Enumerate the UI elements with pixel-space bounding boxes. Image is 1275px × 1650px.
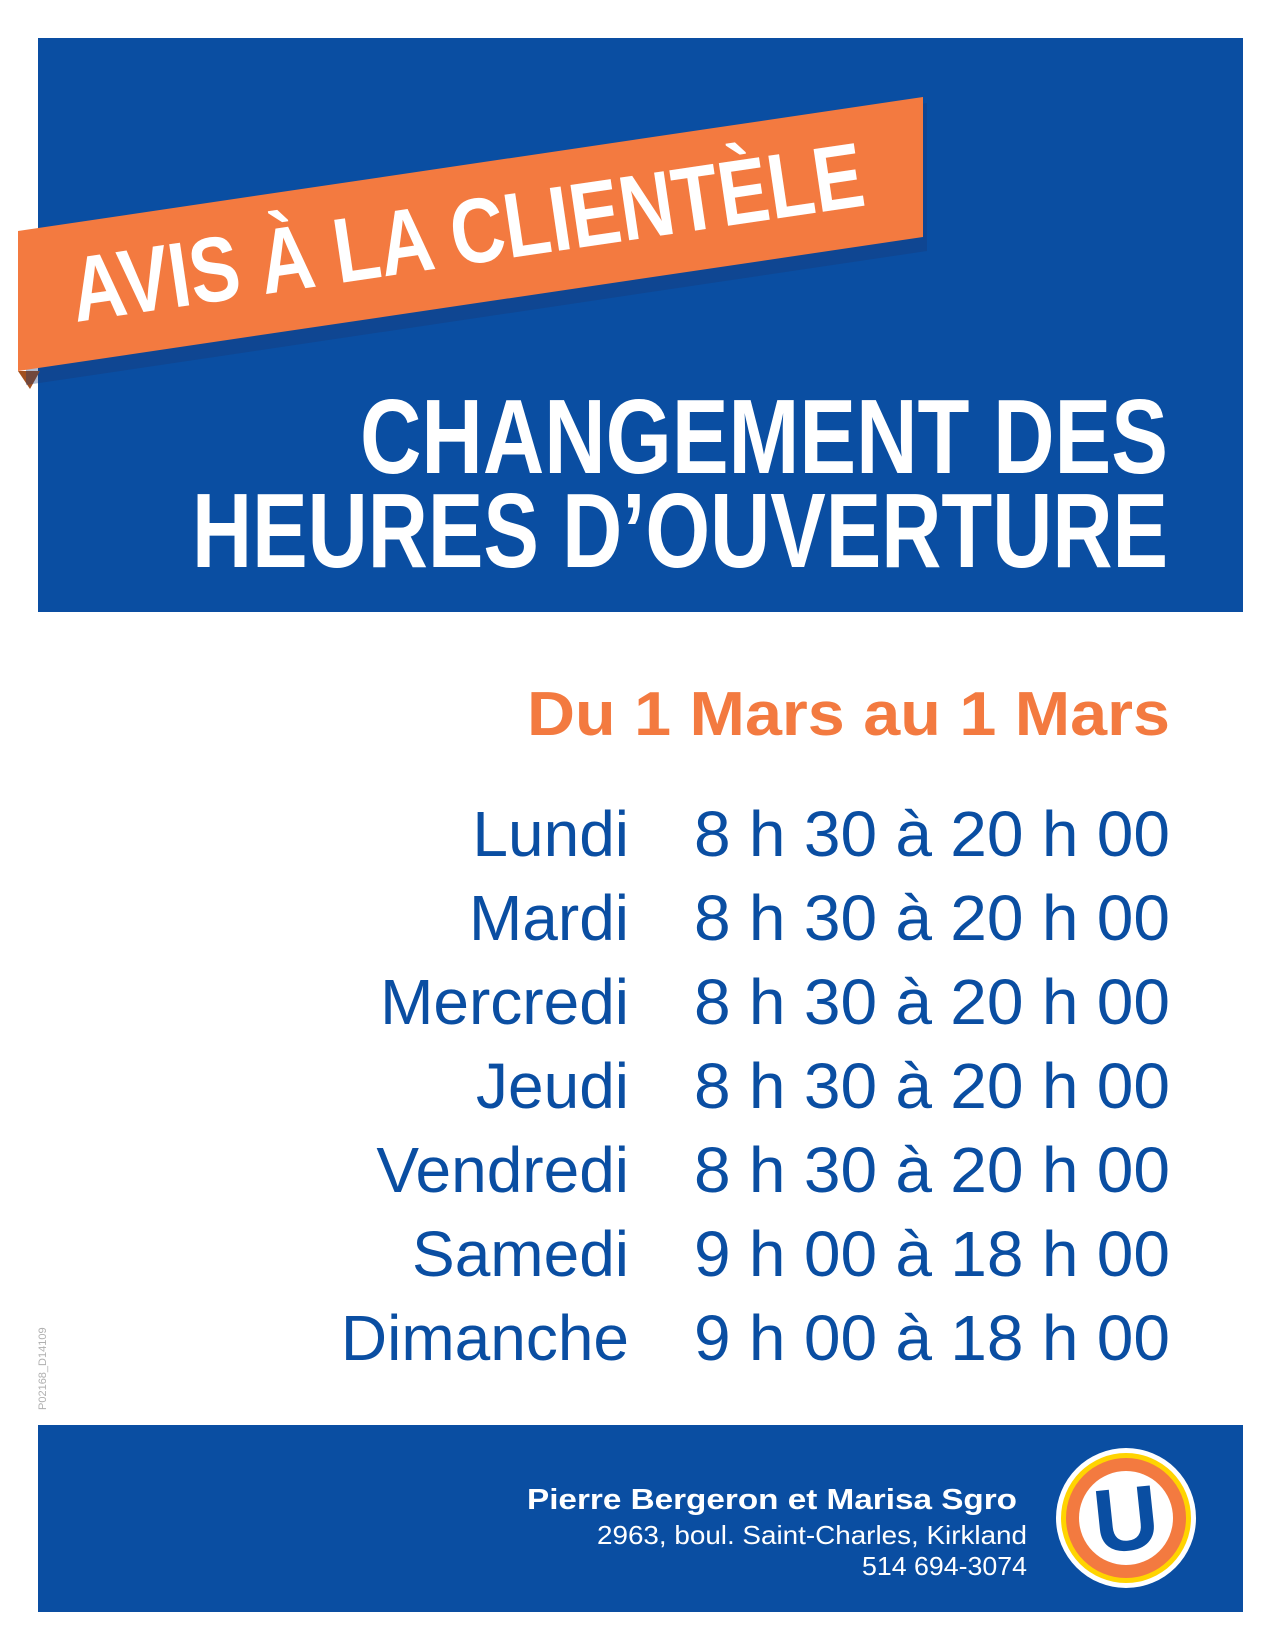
- day-label: Mercredi: [380, 966, 629, 1038]
- day-label: Jeudi: [476, 1050, 629, 1122]
- period-text: Du 1 Mars au 1 Mars: [527, 680, 1170, 749]
- logo-letter: U: [1089, 1467, 1164, 1573]
- footer-banner: [38, 1425, 1243, 1612]
- day-label: Lundi: [472, 798, 629, 870]
- hours-value: 8 h 30 à 20 h 00: [694, 882, 1170, 954]
- title-line-2: HEURES D’OUVERTURE: [192, 472, 1168, 590]
- hours-value: 8 h 30 à 20 h 00: [694, 798, 1170, 870]
- uniprix-logo: U: [1056, 1448, 1196, 1588]
- title-line-1: CHANGEMENT DES: [360, 378, 1168, 496]
- side-code: P02168_D14109: [37, 1327, 49, 1410]
- schedule-table: Lundi 8 h 30 à 20 h 00 Mardi 8 h 30 à 20 h …: [341, 798, 1170, 1374]
- hours-value: 8 h 30 à 20 h 00: [694, 966, 1170, 1038]
- store-address: 2963, boul. Saint-Charles, Kirkland: [597, 1520, 1027, 1550]
- day-label: Samedi: [412, 1218, 629, 1290]
- hours-value: 9 h 00 à 18 h 00: [694, 1302, 1170, 1374]
- day-label: Vendredi: [376, 1134, 629, 1206]
- hours-value: 8 h 30 à 20 h 00: [694, 1050, 1170, 1122]
- store-phone: 514 694-3074: [862, 1551, 1027, 1581]
- owners-name: Pierre Bergeron et Marisa Sgro: [527, 1484, 1017, 1516]
- day-label: Mardi: [469, 882, 629, 954]
- day-label: Dimanche: [341, 1302, 629, 1374]
- hours-value: 9 h 00 à 18 h 00: [694, 1218, 1170, 1290]
- hours-value: 8 h 30 à 20 h 00: [694, 1134, 1170, 1206]
